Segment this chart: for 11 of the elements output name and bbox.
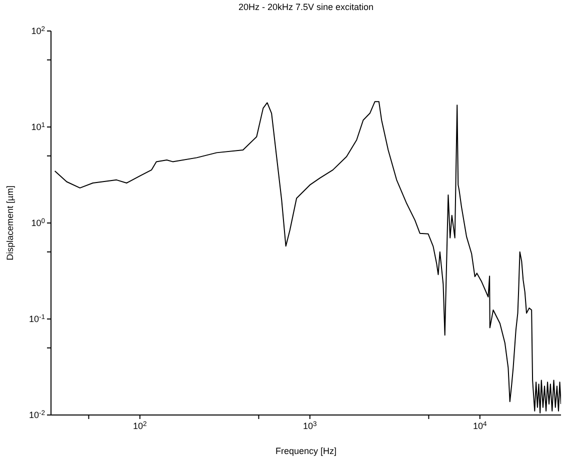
y-tick-label: 10$^{0}$ — [31, 217, 46, 228]
x-tick-label: 10$^{4}$ — [473, 420, 488, 432]
y-tick-label: 10$^{1}$ — [31, 121, 46, 132]
x-tick-label: 10$^{3}$ — [303, 420, 318, 432]
y-axis-title: Displacement [µm] — [4, 184, 16, 262]
y-tick-label: 10$^{-2}$ — [28, 409, 46, 420]
chart-title: 20Hz - 20kHz 7.5V sine excitation — [237, 2, 375, 12]
x-tick-label: 10$^{2}$ — [133, 420, 148, 432]
x-axis-title: Frequency [Hz] — [274, 446, 338, 456]
y-tick-label: 10$^{2}$ — [31, 25, 46, 36]
y-tick-label: 10$^{-1}$ — [28, 313, 46, 324]
